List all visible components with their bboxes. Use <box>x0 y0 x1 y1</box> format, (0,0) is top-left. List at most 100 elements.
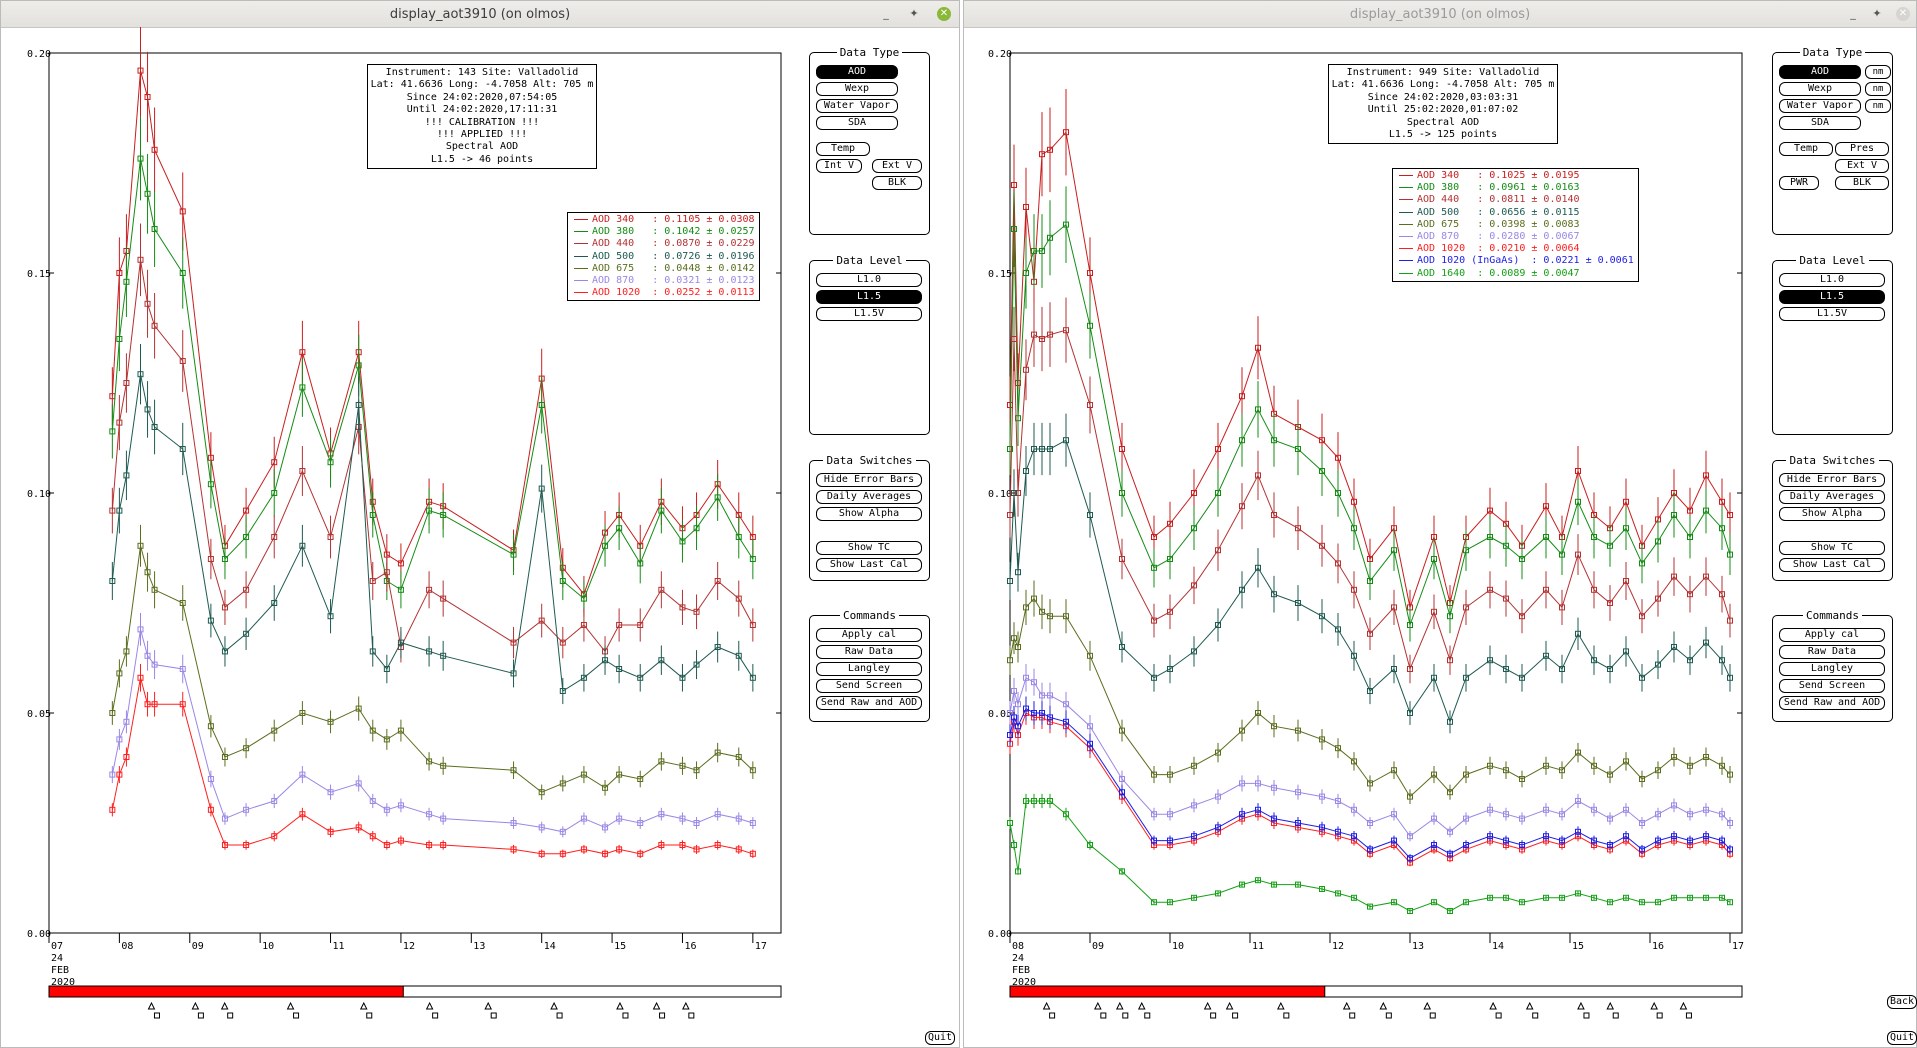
blk-button[interactable]: BLK <box>1835 176 1889 190</box>
legend-entry: AOD 500 : 0.0726 ± 0.0196 <box>572 251 755 263</box>
data-point <box>1295 820 1301 826</box>
send-screen-button[interactable]: Send Screen <box>1779 679 1885 693</box>
show-tc-button[interactable]: Show TC <box>1779 541 1885 555</box>
data-point <box>1255 344 1261 351</box>
data-point <box>658 842 665 848</box>
legend-label: AOD 675 : 0.0448 ± 0.0142 <box>592 262 755 274</box>
maximize-icon[interactable]: ✦ <box>1872 7 1882 20</box>
data-point <box>1151 837 1157 844</box>
wexp-button[interactable]: Wexp <box>816 82 898 96</box>
ext-v-button[interactable]: Ext V <box>1835 159 1889 173</box>
data-point <box>299 468 306 474</box>
quit-button[interactable]: Quit <box>925 1031 956 1045</box>
water-vapor-button[interactable]: Water Vapor <box>1779 99 1861 113</box>
apply-cal-button[interactable]: Apply cal <box>1779 628 1885 642</box>
l10-button[interactable]: L1.0 <box>1779 273 1885 287</box>
show-alpha-button[interactable]: Show Alpha <box>816 507 922 521</box>
send-raw-aod-button[interactable]: Send Raw and AOD <box>816 696 922 710</box>
data-point <box>1671 754 1677 760</box>
square-marker <box>1122 1012 1129 1019</box>
triangle-marker <box>1042 1001 1051 1010</box>
data-point <box>440 815 447 822</box>
left-titlebar[interactable]: display_aot3910 (on olmos) _ ✦ ✕ <box>1 1 959 28</box>
temp-button[interactable]: Temp <box>1779 142 1833 156</box>
ext-v-button[interactable]: Ext V <box>872 159 922 173</box>
data-point <box>1407 710 1413 716</box>
hide-error-bars-button[interactable]: Hide Error Bars <box>1779 473 1885 487</box>
data-point <box>116 736 123 743</box>
series-aod-675 <box>109 524 756 800</box>
data-point <box>1215 490 1221 496</box>
sda-button[interactable]: SDA <box>1779 116 1861 130</box>
minimize-icon[interactable]: _ <box>1850 7 1856 20</box>
y-tick-label: 0.15 <box>988 269 1012 280</box>
aod-button[interactable]: AOD <box>1779 65 1861 79</box>
data-point <box>1447 789 1453 796</box>
data-point <box>1639 820 1645 826</box>
l15v-button[interactable]: L1.5V <box>816 307 922 321</box>
data-point <box>1015 868 1021 875</box>
pres-button[interactable]: Pres <box>1835 142 1889 156</box>
nm-button-wv[interactable]: nm <box>1865 99 1891 113</box>
raw-data-button[interactable]: Raw Data <box>816 645 922 659</box>
l15v-button[interactable]: L1.5V <box>1779 307 1885 321</box>
daily-averages-button[interactable]: Daily Averages <box>816 490 922 504</box>
water-vapor-button[interactable]: Water Vapor <box>816 99 898 113</box>
send-raw-aod-button[interactable]: Send Raw and AOD <box>1779 696 1885 710</box>
langley-button[interactable]: Langley <box>1779 662 1885 676</box>
legend-swatch <box>1399 223 1413 225</box>
legend-label: AOD 870 : 0.0280 ± 0.0067 <box>1417 231 1580 243</box>
aod-button[interactable]: AOD <box>816 65 898 79</box>
data-point <box>1255 877 1261 884</box>
blk-button[interactable]: BLK <box>872 176 922 190</box>
hide-error-bars-button[interactable]: Hide Error Bars <box>816 473 922 487</box>
back-button[interactable]: Back <box>1887 995 1917 1009</box>
nm-button-wexp[interactable]: nm <box>1865 82 1891 96</box>
series-aod-440 <box>109 223 756 667</box>
raw-data-button[interactable]: Raw Data <box>1779 645 1885 659</box>
maximize-icon[interactable]: ✦ <box>909 7 919 20</box>
square-marker <box>1685 1012 1692 1019</box>
y-tick-label: 0.10 <box>27 489 51 500</box>
langley-button[interactable]: Langley <box>816 662 922 676</box>
l15-button[interactable]: L1.5 <box>1779 290 1885 304</box>
minimize-icon[interactable]: _ <box>883 7 889 20</box>
data-point <box>1367 630 1373 637</box>
send-screen-button[interactable]: Send Screen <box>816 679 922 693</box>
data-point <box>221 815 228 822</box>
data-point <box>1011 490 1017 496</box>
data-point <box>1503 542 1509 549</box>
daily-averages-button[interactable]: Daily Averages <box>1779 490 1885 504</box>
data-point <box>1295 525 1301 532</box>
quit-button[interactable]: Quit <box>1887 1031 1917 1045</box>
show-last-cal-button[interactable]: Show Last Cal <box>816 558 922 572</box>
temp-button[interactable]: Temp <box>816 142 870 156</box>
data-point <box>1031 595 1037 602</box>
sda-button[interactable]: SDA <box>816 116 898 130</box>
data-point <box>1367 820 1373 826</box>
data-point <box>109 771 116 778</box>
legend-swatch <box>1399 199 1413 201</box>
l15-button[interactable]: L1.5 <box>816 290 922 304</box>
l10-button[interactable]: L1.0 <box>816 273 922 287</box>
right-titlebar[interactable]: display_aot3910 (on olmos) _ ✦ ✕ <box>964 1 1916 28</box>
data-point <box>1023 366 1029 373</box>
data-point <box>440 652 447 659</box>
pwr-button[interactable]: PWR <box>1779 176 1819 190</box>
data-point <box>1239 727 1245 734</box>
int-v-button[interactable]: Int V <box>816 159 862 173</box>
triangle-marker <box>484 1001 493 1010</box>
close-icon[interactable]: ✕ <box>1896 7 1910 21</box>
nm-button-aod[interactable]: nm <box>1865 65 1891 79</box>
show-alpha-button[interactable]: Show Alpha <box>1779 507 1885 521</box>
apply-cal-button[interactable]: Apply cal <box>816 628 922 642</box>
show-last-cal-button[interactable]: Show Last Cal <box>1779 558 1885 572</box>
wexp-button[interactable]: Wexp <box>1779 82 1861 96</box>
data-point <box>383 666 390 672</box>
right-legend: AOD 340 : 0.1025 ± 0.0195 AOD 380 : 0.096… <box>1392 168 1639 282</box>
close-icon[interactable]: ✕ <box>937 7 951 21</box>
show-tc-button[interactable]: Show TC <box>816 541 922 555</box>
data-point <box>1687 837 1693 844</box>
data-point <box>1407 793 1413 800</box>
x-tick-label: 14 <box>544 941 556 952</box>
